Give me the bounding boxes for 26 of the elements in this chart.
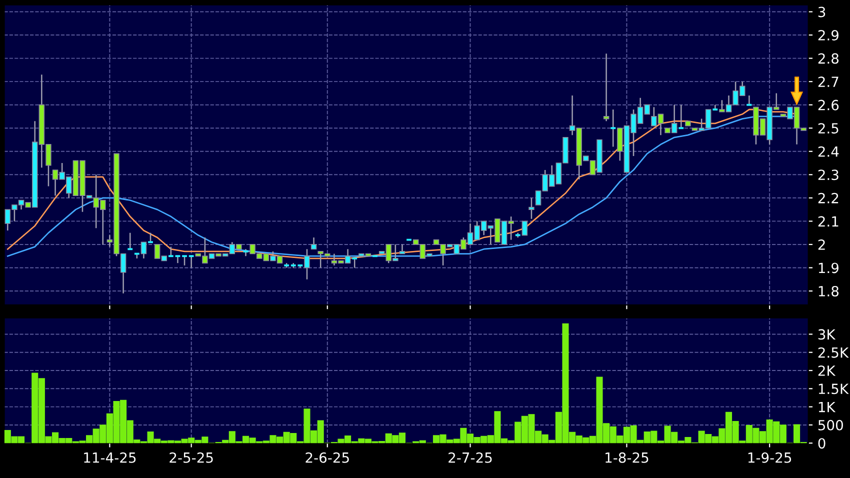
y-tick-label: 2.6: [818, 100, 839, 110]
x-tick-label: 11-4-25: [84, 452, 136, 463]
y-tick-label: 3: [818, 6, 826, 18]
y-tick-label: 2.5: [818, 123, 838, 134]
y-tick-label: 2.7: [818, 76, 838, 87]
y-tick-label: 3K: [818, 329, 836, 340]
y-tick-label: 2.1: [818, 216, 838, 226]
y-tick-label: 1.5K: [818, 384, 849, 394]
x-tick-label: 1-8-25: [606, 452, 648, 463]
y-tick-label: 2.2: [818, 192, 838, 204]
y-tick-label: 0: [818, 438, 826, 449]
y-tick-label: 2.8: [818, 53, 839, 64]
y-tick-label: 2.5K: [818, 347, 849, 358]
x-tick-label: 2-6-25: [306, 452, 349, 463]
x-tick-label: 1-9-25: [748, 452, 792, 463]
y-tick-label: 2.4: [818, 146, 839, 157]
y-tick-label: 1.8: [818, 286, 839, 296]
y-tick-label: 2: [818, 239, 825, 250]
x-tick-label: 2-5-25: [170, 452, 213, 463]
y-tick-label: 1K: [818, 402, 836, 412]
y-tick-label: 2.3: [818, 170, 838, 180]
y-tick-label: 2K: [818, 365, 836, 376]
x-tick-label: 2-7-25: [448, 452, 492, 463]
y-tick-label: 1.9: [818, 262, 838, 274]
y-tick-label: 500: [818, 420, 843, 430]
y-tick-label: 2.9: [818, 30, 838, 41]
